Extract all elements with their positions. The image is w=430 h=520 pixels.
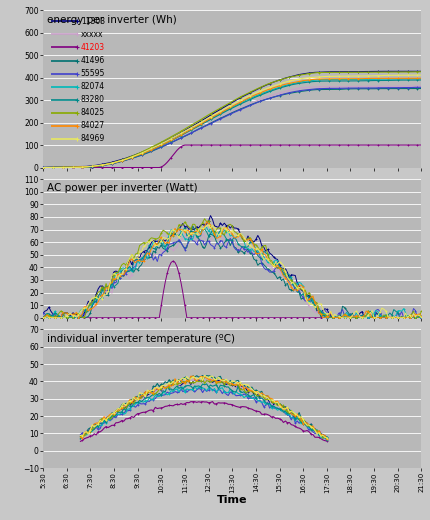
Text: individual inverter temperature (ºC): individual inverter temperature (ºC) (47, 333, 235, 344)
X-axis label: Time: Time (217, 496, 247, 505)
Text: 84027: 84027 (81, 121, 105, 130)
Text: 84025: 84025 (81, 108, 105, 117)
Text: 84969: 84969 (81, 134, 105, 144)
Text: xxxxx: xxxxx (81, 30, 103, 39)
Text: 41496: 41496 (81, 56, 105, 65)
Text: 83280: 83280 (81, 95, 105, 104)
Text: 41203: 41203 (81, 43, 105, 52)
Text: AC power per inverter (Watt): AC power per inverter (Watt) (47, 183, 197, 193)
Text: 11303: 11303 (81, 17, 105, 26)
Text: 82074: 82074 (81, 82, 105, 91)
Text: 55595: 55595 (81, 69, 105, 78)
Text: energy per inverter (Wh): energy per inverter (Wh) (47, 15, 177, 25)
